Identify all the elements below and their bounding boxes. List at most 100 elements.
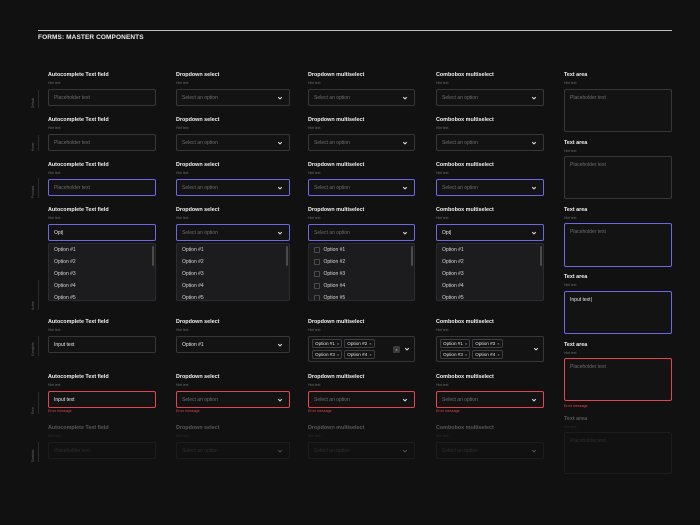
chevron-down-icon[interactable]: [530, 229, 538, 237]
textarea-input[interactable]: Placeholder text: [564, 358, 672, 401]
option-item[interactable]: Option #2: [49, 256, 155, 268]
autocomplete-input[interactable]: Placeholder text: [48, 179, 156, 196]
option-item[interactable]: Option #5: [309, 292, 414, 300]
checkbox[interactable]: [314, 283, 320, 289]
option-item[interactable]: Option #1: [177, 244, 289, 256]
chevron-down-icon[interactable]: [401, 229, 409, 237]
option-item[interactable]: Option #3: [309, 268, 414, 280]
chevron-down-icon[interactable]: [276, 396, 284, 404]
combobox-input[interactable]: Select an option: [436, 179, 544, 196]
option-item[interactable]: Option #4: [437, 280, 543, 292]
autocomplete-input[interactable]: Input text: [48, 336, 156, 353]
field-text: Select an option: [314, 229, 350, 236]
scrollbar[interactable]: [152, 246, 154, 266]
close-icon[interactable]: ×: [497, 352, 500, 357]
dropdown-input[interactable]: Select an option: [176, 179, 290, 196]
option-item[interactable]: Option #3: [437, 268, 543, 280]
textarea-input[interactable]: Placeholder text: [564, 89, 672, 132]
option-item[interactable]: Option #5: [437, 292, 543, 300]
close-icon[interactable]: ×: [497, 341, 500, 346]
combobox-input[interactable]: Select an option: [436, 89, 544, 106]
field-text: Input text: [54, 341, 75, 348]
checkbox[interactable]: [314, 259, 320, 265]
autocomplete-active-input[interactable]: Opt|: [48, 224, 156, 241]
multiselect-input[interactable]: Select an option: [308, 179, 415, 196]
chevron-down-icon[interactable]: [530, 396, 538, 404]
state-divider: [38, 280, 39, 310]
chevron-down-icon[interactable]: [401, 139, 409, 147]
hint-text: Hint text: [176, 81, 189, 85]
state-divider: [38, 178, 39, 198]
dropdown-input[interactable]: Select an option: [176, 89, 290, 106]
chevron-down-icon[interactable]: [401, 94, 409, 102]
option-item[interactable]: Option #5: [49, 292, 155, 300]
dropdown-input[interactable]: Option #1: [176, 336, 290, 353]
textarea-label: Text area: [564, 416, 588, 422]
option-item[interactable]: Option #1: [49, 244, 155, 256]
multiselect-chips-input[interactable]: Option #1 × Option #2 × Option #3 × Option #4 ×…: [308, 336, 415, 362]
option-item[interactable]: Option #3: [177, 268, 289, 280]
close-icon[interactable]: ×: [369, 341, 372, 346]
option-item[interactable]: Option #2: [177, 256, 289, 268]
chevron-down-icon[interactable]: [403, 345, 411, 353]
chevron-down-icon[interactable]: [276, 139, 284, 147]
textarea-input[interactable]: Input text|: [564, 291, 672, 334]
chevron-down-icon[interactable]: [276, 94, 284, 102]
option-item[interactable]: Option #2: [437, 256, 543, 268]
chevron-down-icon[interactable]: [276, 184, 284, 192]
combobox-input[interactable]: Select an option: [436, 134, 544, 151]
close-icon[interactable]: ×: [464, 352, 468, 357]
close-icon[interactable]: ×: [369, 352, 372, 357]
chevron-down-icon[interactable]: [530, 139, 538, 147]
chevron-down-icon[interactable]: [276, 229, 284, 237]
autocomplete-label: Autocomplete Text field: [48, 162, 109, 168]
autocomplete-input[interactable]: Input text: [48, 391, 156, 408]
textarea-input[interactable]: Placeholder text: [564, 223, 672, 267]
checkbox[interactable]: [314, 295, 320, 300]
option-item[interactable]: Option #4: [49, 280, 155, 292]
multiselect-input[interactable]: Select an option: [308, 134, 415, 151]
chevron-down-icon[interactable]: [401, 396, 409, 404]
hint-text: Hint text: [48, 216, 61, 220]
option-item[interactable]: Option #3: [49, 268, 155, 280]
chevron-down-icon[interactable]: [276, 341, 284, 349]
error-message: Error message: [176, 409, 200, 413]
chevron-down-icon[interactable]: [532, 345, 540, 353]
option-item[interactable]: Option #4: [309, 280, 414, 292]
clear-all-button[interactable]: ×: [393, 345, 400, 353]
checkbox[interactable]: [314, 271, 320, 277]
textarea-input[interactable]: Placeholder text: [564, 156, 672, 199]
multiselect-input[interactable]: Select an option: [308, 89, 415, 106]
close-icon[interactable]: ×: [464, 341, 468, 346]
scrollbar[interactable]: [540, 246, 542, 266]
autocomplete-input[interactable]: Placeholder text: [48, 134, 156, 151]
combobox-active-input[interactable]: Opt|: [436, 224, 544, 241]
multiselect-input[interactable]: Select an option: [308, 391, 415, 408]
scrollbar[interactable]: [286, 246, 288, 266]
option-item[interactable]: Option #1: [437, 244, 543, 256]
options-menu[interactable]: Option #1 Option #2 Option #3 Option #4 Opti…: [308, 243, 415, 301]
multiselect-chips-input[interactable]: Option #1 × Option #3 × Option #3 × Option #4 ×: [436, 336, 544, 362]
scrollbar[interactable]: [411, 246, 413, 266]
combobox-input[interactable]: Select an option: [436, 391, 544, 408]
chevron-down-icon[interactable]: [530, 184, 538, 192]
option-item[interactable]: Option #4: [177, 280, 289, 292]
combobox-label: Combobox multiselect: [436, 162, 494, 168]
option-item[interactable]: Option #5: [177, 292, 289, 300]
close-icon[interactable]: ×: [336, 341, 340, 346]
multiselect-input[interactable]: Select an option: [308, 224, 415, 241]
option-item[interactable]: Option #2: [309, 256, 414, 268]
chevron-down-icon[interactable]: [530, 94, 538, 102]
options-menu[interactable]: Option #1 Option #2 Option #3 Option #4 Opti…: [48, 243, 156, 301]
dropdown-input[interactable]: Select an option: [176, 134, 290, 151]
options-menu[interactable]: Option #1 Option #2 Option #3 Option #4 Opti…: [436, 243, 544, 301]
chevron-down-icon[interactable]: [401, 184, 409, 192]
dropdown-input[interactable]: Select an option: [176, 224, 290, 241]
dropdown-input[interactable]: Select an option: [176, 391, 290, 408]
close-icon[interactable]: ×: [336, 352, 340, 357]
option-label: Option #3: [323, 271, 346, 277]
autocomplete-input[interactable]: Placeholder text: [48, 89, 156, 106]
options-menu[interactable]: Option #1 Option #2 Option #3 Option #4 Opti…: [176, 243, 290, 301]
option-item[interactable]: Option #1: [309, 244, 414, 256]
checkbox[interactable]: [314, 247, 320, 253]
